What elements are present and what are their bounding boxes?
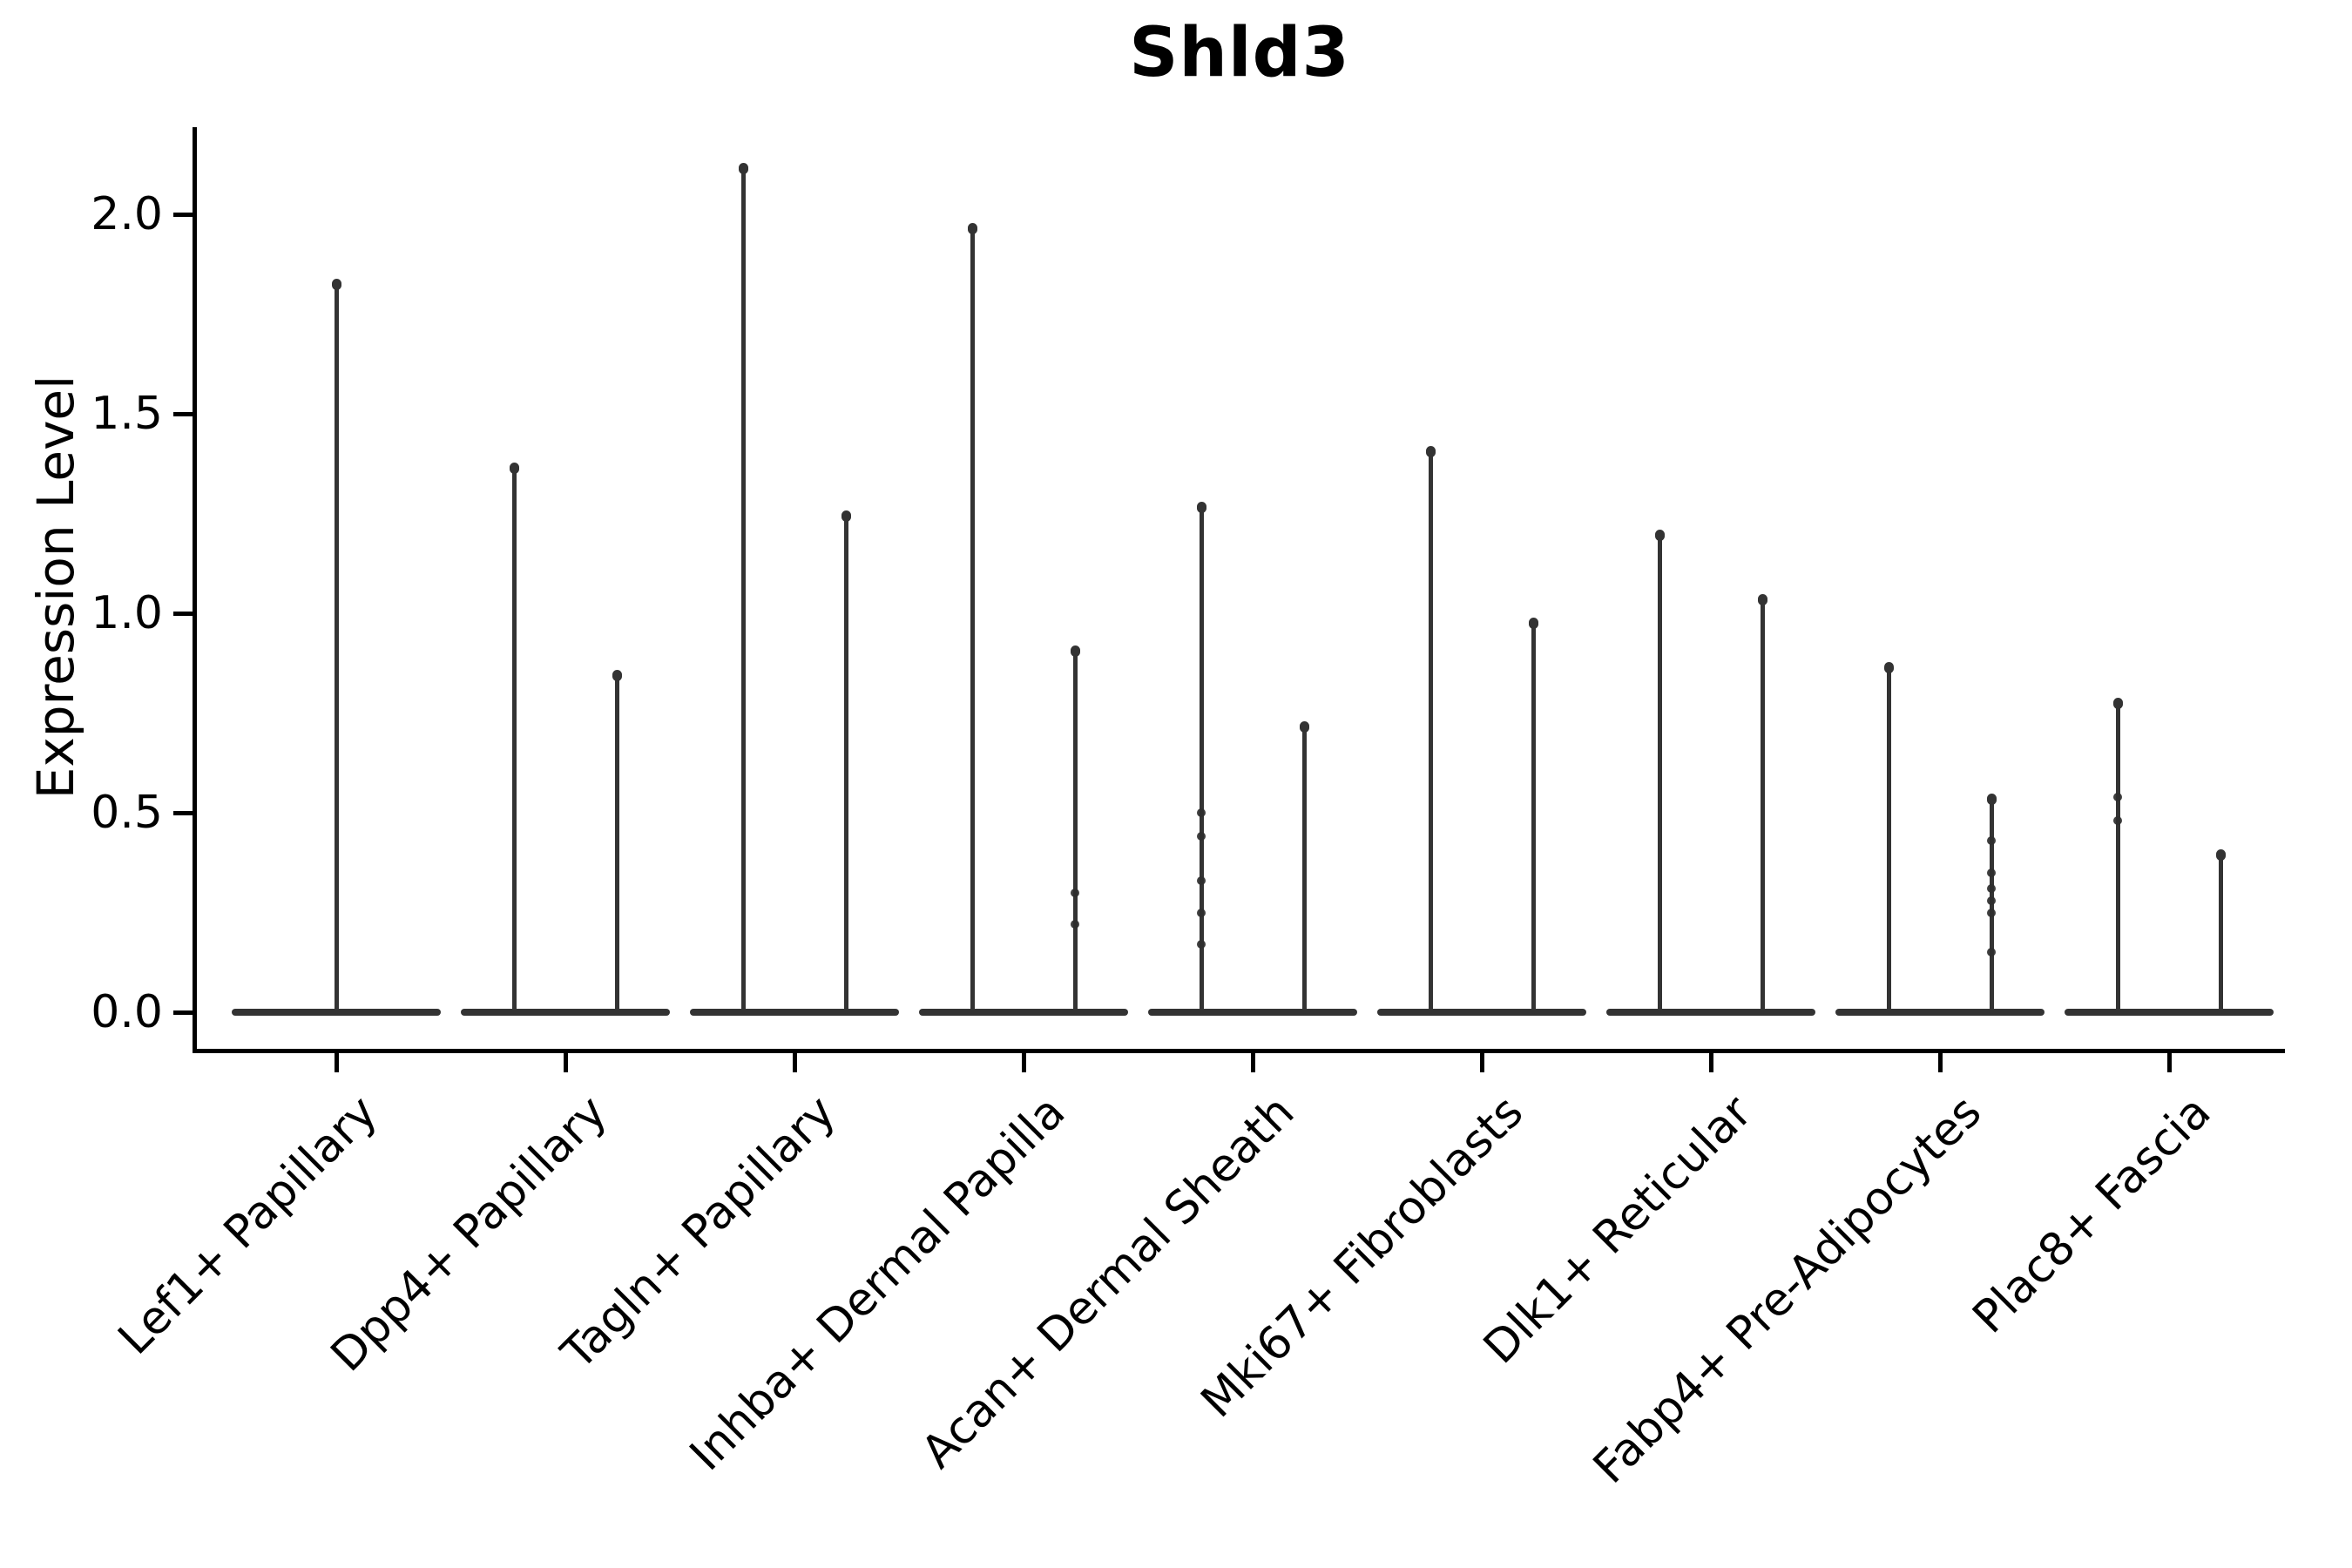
- jitter-point: [1987, 868, 1996, 877]
- violin-tip: [1426, 446, 1436, 458]
- jitter-point: [1071, 888, 1079, 897]
- jitter-point: [1987, 908, 1996, 917]
- jitter-point: [1197, 940, 1206, 950]
- violin-base: [1377, 1009, 1586, 1016]
- violin-base: [690, 1009, 899, 1016]
- jitter-point: [1987, 836, 1996, 846]
- x-tick-mark: [564, 1053, 568, 1072]
- y-tick-mark: [173, 412, 193, 416]
- x-tick-label: Inhba+ Dermal Papilla: [679, 1085, 1076, 1482]
- violin-base: [919, 1009, 1128, 1016]
- violin-spike: [1531, 621, 1536, 1014]
- x-tick-mark: [1938, 1053, 1943, 1072]
- y-tick-label: 2.0: [91, 188, 163, 240]
- violin-tip: [1300, 721, 1309, 733]
- chart-title: Shld3: [1129, 14, 1350, 92]
- violin-tip: [510, 462, 519, 474]
- x-tick-label: Fabp4+ Pre-Adipocytes: [1583, 1085, 1992, 1494]
- jitter-point: [1987, 884, 1996, 894]
- x-tick-label: Plac8+ Fascia: [1963, 1085, 2221, 1344]
- violin-tip: [1758, 593, 1767, 605]
- violin-tip: [612, 669, 622, 681]
- violin-tip: [968, 222, 977, 234]
- x-tick-mark: [793, 1053, 797, 1072]
- violin-spike: [1073, 649, 1078, 1014]
- violin-spike: [2116, 700, 2120, 1014]
- violin-tip: [332, 278, 341, 290]
- y-tick-mark: [173, 1010, 193, 1015]
- violin-spike: [1200, 505, 1204, 1014]
- jitter-point: [1987, 896, 1996, 905]
- jitter-point: [2113, 816, 2122, 826]
- violin-base: [1606, 1009, 1815, 1016]
- violin-spike: [1429, 449, 1433, 1014]
- y-tick-mark: [173, 811, 193, 815]
- violin-base: [2065, 1009, 2274, 1016]
- violin-spike: [741, 166, 746, 1014]
- violin-base: [461, 1009, 670, 1016]
- violin-tip: [841, 510, 851, 522]
- violin-tip: [1987, 793, 1997, 805]
- x-tick-mark: [1251, 1053, 1255, 1072]
- y-tick-mark: [173, 612, 193, 616]
- jitter-point: [2113, 792, 2122, 801]
- x-tick-label: Acan+ Dermal Sheath: [911, 1085, 1305, 1479]
- violin-tip: [1655, 530, 1665, 542]
- violin-base: [1835, 1009, 2044, 1016]
- y-tick-label: 0.0: [91, 986, 163, 1038]
- jitter-point: [1197, 832, 1206, 841]
- violin-spike: [1761, 597, 1765, 1014]
- violin-spike: [1302, 725, 1307, 1014]
- violin-spike: [1887, 665, 1891, 1014]
- violin-tip: [2216, 848, 2226, 861]
- x-axis-spine: [193, 1049, 2285, 1053]
- violin-tip: [2113, 697, 2123, 709]
- jitter-point: [1197, 875, 1206, 885]
- x-tick-mark: [1022, 1053, 1026, 1072]
- jitter-point: [1197, 908, 1206, 917]
- violin-spike: [512, 465, 517, 1014]
- violin-tip: [1071, 645, 1080, 658]
- violin-spike: [1990, 796, 1994, 1014]
- y-axis-spine: [193, 127, 197, 1053]
- violin-spike: [615, 672, 619, 1014]
- violin-tip: [739, 163, 748, 175]
- violin-spike: [844, 513, 848, 1014]
- y-tick-label: 0.5: [91, 787, 163, 839]
- x-tick-mark: [1480, 1053, 1484, 1072]
- violin-spike: [2219, 852, 2223, 1014]
- violin-tip: [1197, 502, 1206, 514]
- y-tick-label: 1.0: [91, 587, 163, 639]
- jitter-point: [1197, 808, 1206, 817]
- violin-spike: [1658, 533, 1662, 1014]
- violin-tip: [1529, 618, 1538, 630]
- y-tick-mark: [173, 213, 193, 217]
- violin-spike: [970, 226, 975, 1014]
- violin-base: [1148, 1009, 1357, 1016]
- violin-tip: [1884, 661, 1894, 673]
- y-tick-label: 1.5: [91, 388, 163, 440]
- violin-spike: [335, 281, 339, 1014]
- x-tick-mark: [2167, 1053, 2172, 1072]
- jitter-point: [1987, 948, 1996, 957]
- x-tick-mark: [1709, 1053, 1713, 1072]
- x-tick-mark: [335, 1053, 339, 1072]
- jitter-point: [1071, 920, 1079, 929]
